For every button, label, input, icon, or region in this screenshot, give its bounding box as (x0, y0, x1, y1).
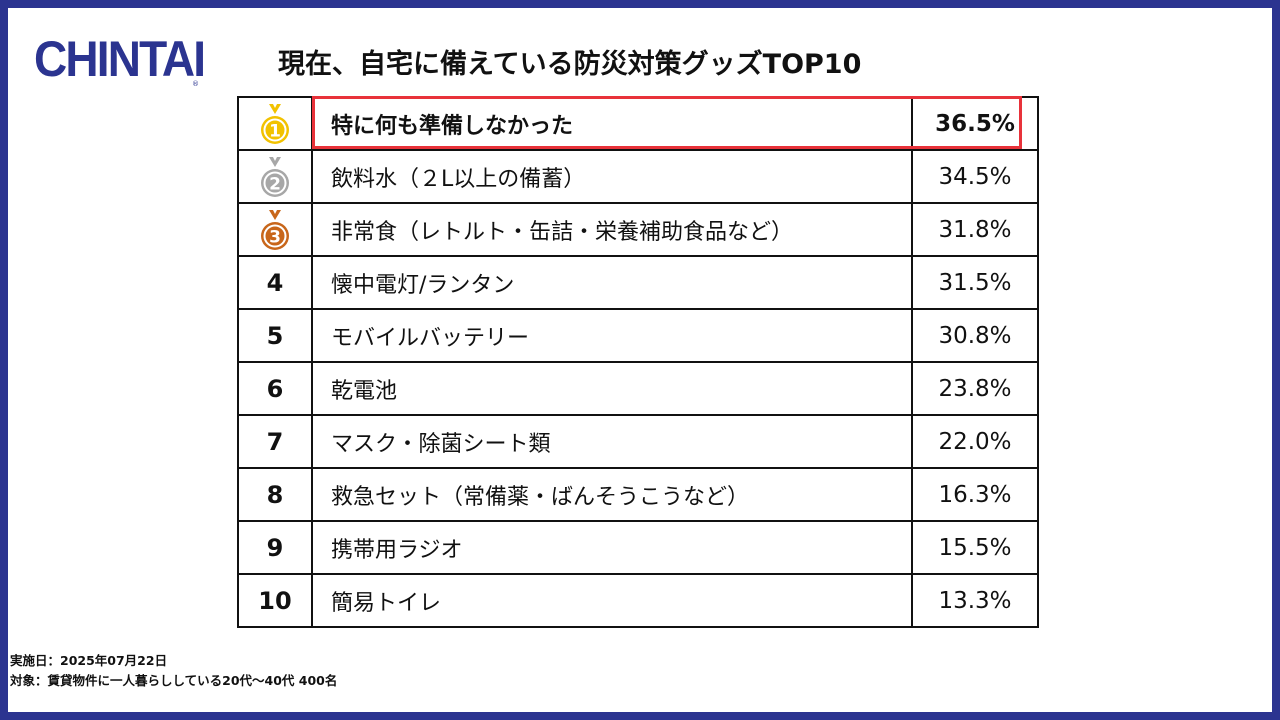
percent-cell: 31.8% (911, 202, 1039, 257)
rank-cell: 6 (237, 361, 313, 416)
item-cell: 懐中電灯/ランタン (311, 255, 913, 310)
percent-cell: 23.8% (911, 361, 1039, 416)
table-row: 6 乾電池 23.8% (237, 361, 1039, 416)
survey-target: 対象：賃貸物件に一人暮らししている20代〜40代 400名 (10, 673, 338, 688)
table-row: 7 マスク・除菌シート類 22.0% (237, 414, 1039, 469)
item-cell: 乾電池 (311, 361, 913, 416)
item-cell: モバイルバッテリー (311, 308, 913, 363)
page-title: 現在、自宅に備えている防災対策グッズTOP10 (278, 49, 862, 80)
item-cell: 非常食（レトルト・缶詰・栄養補助食品など） (311, 202, 913, 257)
survey-footnote: 実施日：2025年07月22日 対象：賃貸物件に一人暮らししている20代〜40代… (10, 651, 337, 691)
registered-mark: ® (192, 80, 199, 88)
item-cell: 飲料水（２L以上の備蓄） (311, 149, 913, 204)
rank-cell: 10 (237, 573, 313, 628)
percent-cell: 13.3% (911, 573, 1039, 628)
table-row: 5 モバイルバッテリー 30.8% (237, 308, 1039, 363)
rank-cell: 8 (237, 467, 313, 522)
table-row: 8 救急セット（常備薬・ばんそうこうなど） 16.3% (237, 467, 1039, 522)
percent-cell: 15.5% (911, 520, 1039, 575)
table-row: 1 特に何も準備しなかった 36.5% (237, 96, 1039, 151)
table-row: 4 懐中電灯/ランタン 31.5% (237, 255, 1039, 310)
rank-cell: 9 (237, 520, 313, 575)
svg-text:1: 1 (269, 121, 281, 141)
ranking-table: 1 特に何も準備しなかった 36.5% 2 飲料水（２L以上の備蓄） 34.5% (237, 96, 1039, 628)
item-cell: 携帯用ラジオ (311, 520, 913, 575)
item-cell: 簡易トイレ (311, 573, 913, 628)
percent-cell: 31.5% (911, 255, 1039, 310)
item-cell: 特に何も準備しなかった (311, 96, 913, 151)
table-row: 3 非常食（レトルト・缶詰・栄養補助食品など） 31.8% (237, 202, 1039, 257)
svg-text:2: 2 (269, 174, 281, 194)
percent-cell: 34.5% (911, 149, 1039, 204)
percent-cell: 22.0% (911, 414, 1039, 469)
table-row: 2 飲料水（２L以上の備蓄） 34.5% (237, 149, 1039, 204)
rank-cell: 1 (237, 96, 313, 151)
percent-cell: 16.3% (911, 467, 1039, 522)
gold-medal-icon: 1 (261, 103, 289, 144)
bronze-medal-icon: 3 (261, 209, 289, 250)
svg-text:3: 3 (269, 227, 281, 247)
chintai-logo: CHINTAI (34, 31, 206, 87)
table-row: 9 携帯用ラジオ 15.5% (237, 520, 1039, 575)
rank-cell: 3 (237, 202, 313, 257)
percent-cell: 36.5% (911, 96, 1039, 151)
table-row: 10 簡易トイレ 13.3% (237, 573, 1039, 628)
item-cell: 救急セット（常備薬・ばんそうこうなど） (311, 467, 913, 522)
rank-cell: 5 (237, 308, 313, 363)
item-cell: マスク・除菌シート類 (311, 414, 913, 469)
silver-medal-icon: 2 (261, 156, 289, 197)
rank-cell: 4 (237, 255, 313, 310)
rank-cell: 2 (237, 149, 313, 204)
percent-cell: 30.8% (911, 308, 1039, 363)
rank-cell: 7 (237, 414, 313, 469)
survey-date: 実施日：2025年07月22日 (10, 653, 168, 668)
